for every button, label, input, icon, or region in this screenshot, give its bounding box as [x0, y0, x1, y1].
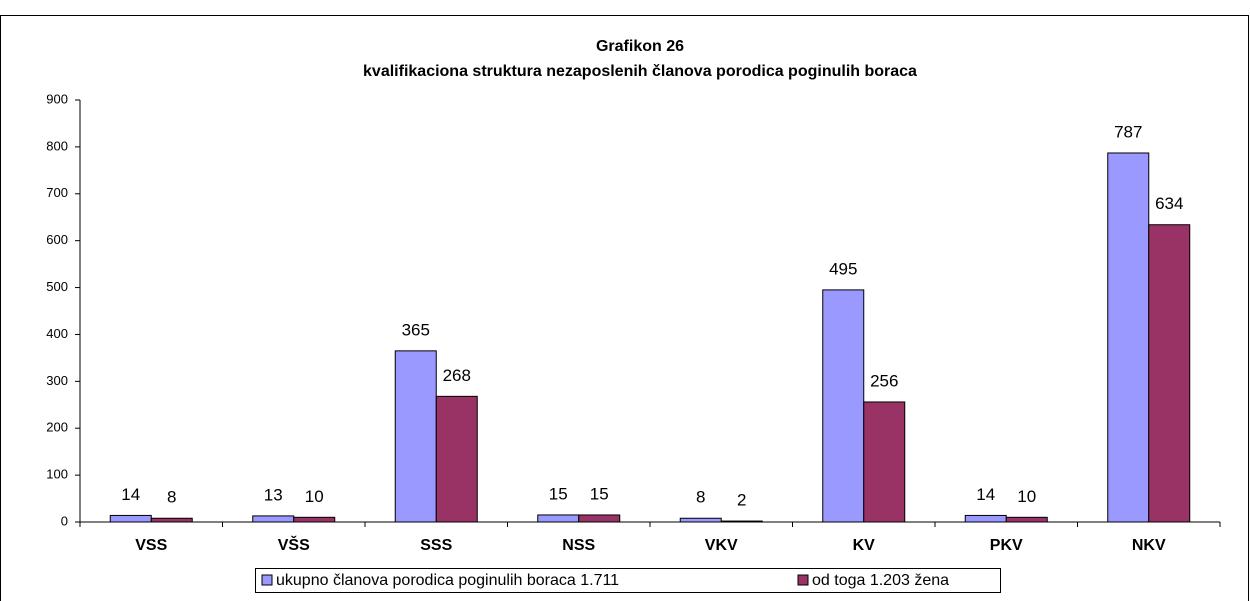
data-label: 787	[1114, 122, 1142, 141]
bar	[1107, 152, 1150, 523]
y-tick-label: 500	[46, 279, 68, 294]
x-tick-label: SSS	[420, 537, 452, 554]
bar	[720, 520, 763, 523]
bar	[679, 517, 722, 523]
y-tick-label: 700	[46, 185, 68, 200]
legend-box	[255, 568, 1001, 593]
data-label: 10	[1017, 487, 1036, 506]
bar	[109, 514, 152, 523]
x-tick-label: VŠS	[278, 535, 310, 554]
bar	[394, 350, 437, 523]
data-label: 495	[829, 259, 857, 278]
x-tick-label: NSS	[562, 537, 595, 554]
data-label: 15	[590, 484, 609, 503]
legend-swatch	[261, 574, 273, 586]
x-tick-label: VSS	[135, 537, 167, 554]
bar	[537, 514, 580, 523]
y-tick-label: 100	[46, 467, 68, 482]
y-tick-label: 800	[46, 138, 68, 153]
bar	[435, 395, 478, 523]
data-label: 14	[976, 485, 995, 504]
data-label: 268	[443, 366, 471, 385]
data-label: 13	[264, 485, 283, 504]
legend-swatch	[797, 574, 809, 586]
data-label: 10	[305, 487, 324, 506]
bar	[1005, 516, 1048, 523]
y-tick-label: 600	[46, 232, 68, 247]
y-tick-label: 200	[46, 420, 68, 435]
legend-label: od toga 1.203 žena	[812, 572, 949, 589]
chart-subtitle: kvalifikaciona struktura nezaposlenih čl…	[363, 63, 917, 80]
bar	[863, 401, 906, 523]
data-label: 8	[696, 488, 705, 507]
x-tick-label: NKV	[1132, 537, 1166, 554]
data-label: 365	[402, 320, 430, 339]
bar	[578, 514, 621, 523]
x-tick-label: VKV	[705, 537, 738, 554]
y-tick-label: 300	[46, 373, 68, 388]
bar	[252, 515, 295, 523]
data-label: 15	[549, 484, 568, 503]
y-tick-label: 0	[61, 513, 68, 528]
bar	[1148, 224, 1191, 523]
x-tick-label: PKV	[990, 537, 1023, 554]
bar	[964, 514, 1007, 523]
chart-title: Grafikon 26	[596, 38, 684, 55]
y-tick-label: 400	[46, 326, 68, 341]
data-label: 256	[870, 371, 898, 390]
data-label: 8	[167, 488, 176, 507]
bar	[150, 517, 193, 523]
y-tick-label: 900	[46, 91, 68, 106]
x-tick-label: KV	[853, 537, 876, 554]
data-label: 14	[121, 485, 140, 504]
bar	[293, 516, 336, 523]
data-label: 634	[1155, 194, 1183, 213]
chart-border	[0, 15, 1249, 601]
legend-label: ukupno članova porodica poginulih boraca…	[276, 572, 619, 589]
bar	[822, 289, 865, 523]
data-label: 2	[737, 491, 746, 510]
